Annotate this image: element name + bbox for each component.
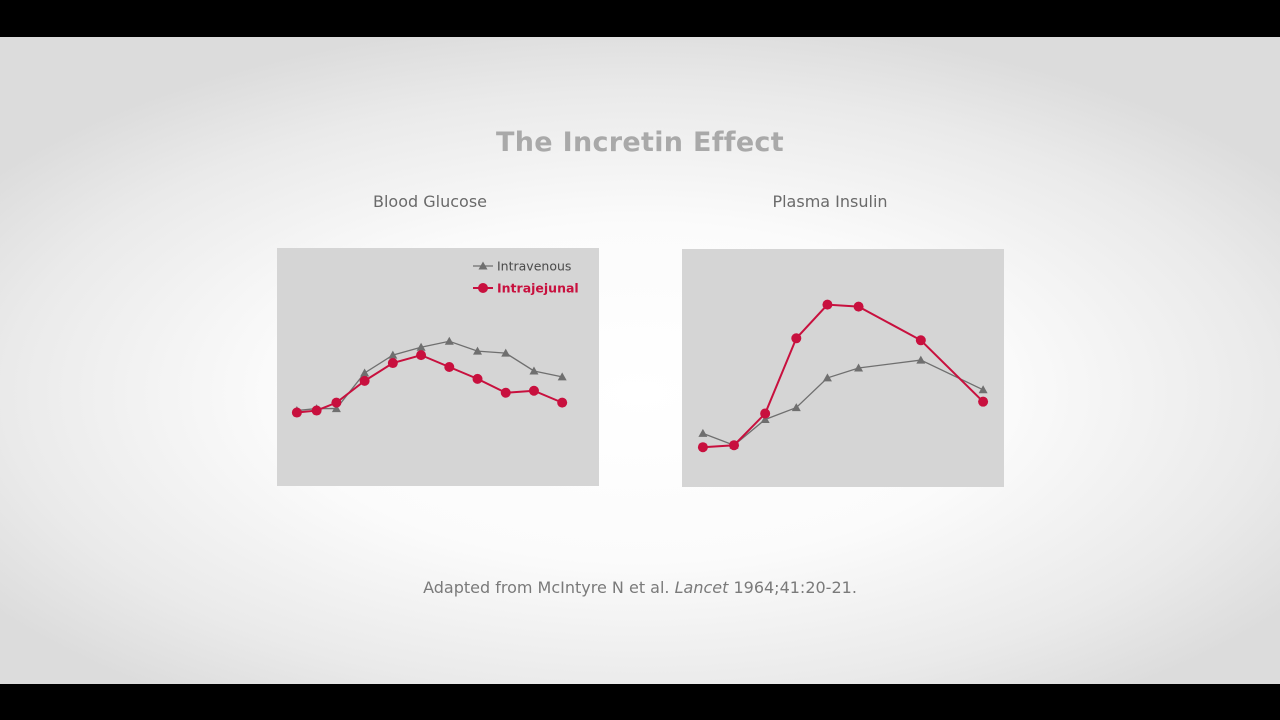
data-point-intrajejunal: [291, 407, 302, 418]
data-point-intrajejunal: [853, 301, 864, 312]
data-point-intrajejunal: [311, 405, 322, 416]
data-point-intravenous: [557, 372, 567, 381]
data-point-intravenous: [331, 404, 341, 413]
data-point-intrajejunal: [500, 387, 511, 398]
data-point-intravenous: [444, 336, 454, 345]
data-point-intravenous: [854, 363, 864, 372]
blood-glucose-chart: Intravenous Intrajejunal: [277, 248, 599, 486]
data-point-intrajejunal: [359, 375, 370, 386]
data-point-intravenous: [388, 350, 398, 359]
data-point-intrajejunal: [528, 385, 539, 396]
data-point-intrajejunal: [472, 373, 483, 384]
chart-plot-area: [682, 249, 1004, 487]
data-point-intrajejunal: [444, 362, 455, 372]
series-line-intrajejunal: [702, 303, 984, 449]
data-point-intrajejunal: [791, 333, 802, 344]
data-point-intravenous: [791, 403, 801, 412]
data-point-intravenous: [473, 346, 483, 355]
slide: The Incretin Effect Blood Glucose Plasma…: [0, 37, 1280, 684]
data-point-intrajejunal: [557, 397, 568, 408]
data-point-intravenous: [916, 355, 926, 364]
data-point-intravenous: [822, 373, 832, 382]
citation-prefix: Adapted from McIntyre N et al.: [423, 578, 675, 597]
data-point-intrajejunal: [822, 299, 833, 310]
data-point-intrajejunal: [915, 335, 926, 346]
data-point-intravenous: [360, 368, 370, 377]
legend-marker-circle: [478, 283, 488, 293]
data-point-intravenous: [501, 348, 511, 357]
data-point-intrajejunal: [331, 397, 342, 408]
data-point-intrajejunal: [416, 350, 427, 361]
plasma-insulin-chart: [682, 249, 1004, 487]
data-point-intrajejunal: [978, 396, 989, 407]
citation-suffix: 1964;41:20-21.: [728, 578, 857, 597]
data-point-intravenous: [698, 428, 708, 437]
data-point-intrajejunal: [697, 442, 708, 453]
letterbox-bottom: [0, 684, 1280, 720]
letterbox-top: [0, 0, 1280, 37]
data-point-intravenous: [978, 385, 988, 394]
citation: Adapted from McIntyre N et al. Lancet 19…: [0, 578, 1280, 597]
data-point-intrajejunal: [729, 440, 740, 451]
legend-marker-triangle: [478, 261, 488, 270]
blood-glucose-label: Blood Glucose: [373, 192, 487, 211]
data-point-intrajejunal: [387, 358, 398, 369]
slide-title: The Incretin Effect: [496, 127, 784, 158]
citation-journal: Lancet: [674, 578, 729, 597]
data-point-intravenous: [529, 366, 539, 375]
chart-legend: Intravenous Intrajejunal: [473, 259, 579, 296]
chart-plot-area: [277, 248, 599, 486]
data-point-intrajejunal: [760, 408, 771, 419]
legend-label-intrajejunal: Intrajejunal: [497, 281, 579, 296]
data-point-intravenous: [416, 342, 426, 351]
plasma-insulin-label: Plasma Insulin: [772, 192, 888, 211]
legend-label-intravenous: Intravenous: [497, 259, 571, 274]
data-point-intravenous: [760, 414, 770, 423]
